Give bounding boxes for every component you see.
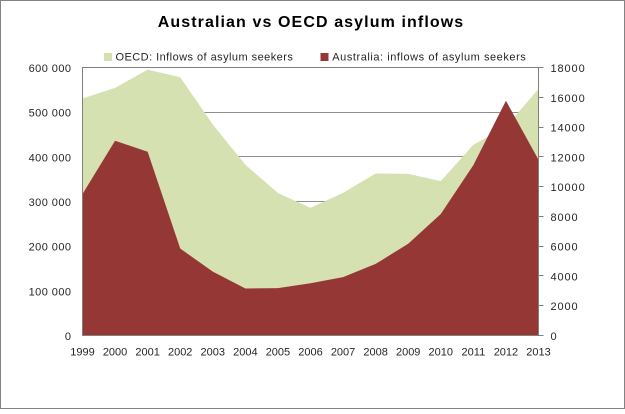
svg-text:0: 0 <box>551 331 558 343</box>
svg-text:300 000: 300 000 <box>29 197 72 209</box>
svg-text:2007: 2007 <box>331 347 355 359</box>
svg-text:2006: 2006 <box>298 347 322 359</box>
svg-text:2011: 2011 <box>462 347 486 359</box>
svg-text:400 000: 400 000 <box>29 152 72 164</box>
svg-text:2008: 2008 <box>363 347 387 359</box>
svg-text:2000: 2000 <box>551 301 579 313</box>
svg-text:10000: 10000 <box>551 182 586 194</box>
svg-text:18000: 18000 <box>551 63 586 75</box>
svg-text:0: 0 <box>65 331 72 343</box>
svg-text:100 000: 100 000 <box>29 286 72 298</box>
svg-text:2001: 2001 <box>135 347 159 359</box>
svg-text:OECD: Inflows of asylum seeker: OECD: Inflows of asylum seekers <box>116 51 294 63</box>
svg-text:500 000: 500 000 <box>29 108 72 120</box>
svg-text:2010: 2010 <box>429 347 453 359</box>
svg-text:2009: 2009 <box>396 347 420 359</box>
svg-text:14000: 14000 <box>551 123 586 135</box>
svg-text:6000: 6000 <box>551 242 579 254</box>
svg-text:600 000: 600 000 <box>29 63 72 75</box>
svg-text:12000: 12000 <box>551 152 586 164</box>
svg-text:1999: 1999 <box>70 347 94 359</box>
svg-text:Australian vs OECD asylum infl: Australian vs OECD asylum inflows <box>158 14 465 31</box>
svg-text:2002: 2002 <box>168 347 192 359</box>
svg-text:Australia: inflows of asylum s: Australia: inflows of asylum seekers <box>332 51 526 63</box>
svg-text:2012: 2012 <box>494 347 518 359</box>
svg-text:2000: 2000 <box>103 347 127 359</box>
svg-text:200 000: 200 000 <box>29 242 72 254</box>
svg-text:2013: 2013 <box>526 347 550 359</box>
svg-text:8000: 8000 <box>551 212 579 224</box>
svg-text:2004: 2004 <box>233 347 257 359</box>
svg-text:2005: 2005 <box>266 347 290 359</box>
svg-text:16000: 16000 <box>551 93 586 105</box>
svg-text:4000: 4000 <box>551 271 579 283</box>
svg-text:2003: 2003 <box>201 347 225 359</box>
